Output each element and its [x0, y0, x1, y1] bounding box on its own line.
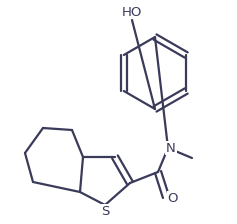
Text: O: O: [168, 192, 178, 205]
Text: HO: HO: [122, 6, 142, 19]
Text: N: N: [166, 142, 176, 155]
Text: S: S: [101, 205, 109, 218]
